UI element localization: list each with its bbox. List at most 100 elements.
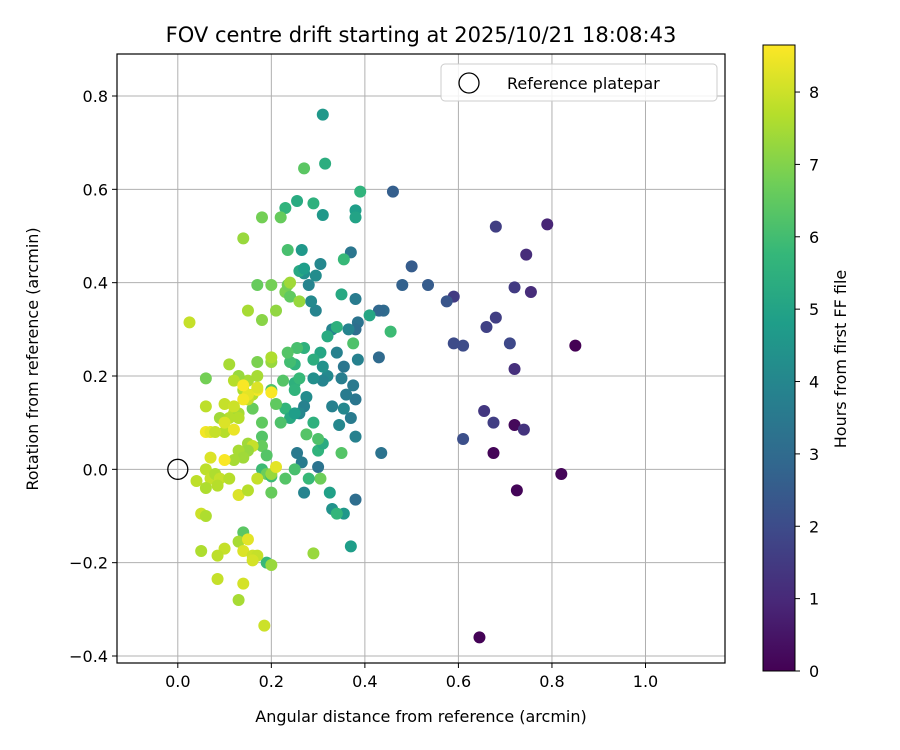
- data-point: [265, 279, 278, 291]
- data-point: [309, 269, 322, 282]
- data-point: [255, 211, 268, 224]
- data-point: [422, 279, 435, 291]
- data-point: [284, 276, 297, 289]
- data-point: [218, 426, 231, 438]
- data-point: [344, 540, 357, 553]
- data-point: [218, 398, 231, 410]
- data-point: [265, 386, 278, 399]
- data-point: [241, 484, 254, 497]
- data-point: [508, 419, 521, 431]
- scatter-points: [183, 108, 582, 644]
- x-tick-label: 0.6: [446, 672, 471, 691]
- chart-title: FOV centre drift starting at 2025/10/21 …: [166, 23, 677, 47]
- colorbar-tick-label: 1: [809, 590, 819, 609]
- data-point: [447, 337, 460, 350]
- data-point: [227, 374, 240, 387]
- data-point: [541, 218, 554, 231]
- data-point: [260, 449, 273, 462]
- data-point: [384, 325, 397, 338]
- data-point: [291, 342, 304, 354]
- data-point: [298, 486, 311, 499]
- data-point: [307, 197, 320, 210]
- data-point: [227, 454, 240, 466]
- data-point: [237, 577, 250, 590]
- x-tick-label: 0.4: [352, 672, 377, 691]
- data-point: [251, 356, 264, 368]
- data-point: [349, 393, 362, 406]
- data-point: [237, 379, 250, 392]
- data-point: [284, 290, 297, 303]
- data-point: [487, 447, 500, 459]
- data-point: [457, 433, 470, 445]
- data-point: [314, 472, 327, 485]
- data-point: [440, 295, 453, 308]
- data-point: [347, 337, 360, 350]
- data-point: [211, 549, 224, 562]
- colorbar-tick-label: 8: [809, 83, 819, 102]
- data-point: [211, 573, 224, 585]
- data-point: [349, 430, 362, 443]
- data-point: [569, 339, 582, 352]
- data-point: [335, 372, 348, 385]
- legend-label: Reference platepar: [507, 74, 660, 93]
- reference-marker: [167, 458, 189, 480]
- data-point: [255, 416, 268, 429]
- legend-box: [440, 63, 718, 102]
- data-point: [457, 339, 470, 352]
- data-point: [330, 507, 343, 520]
- data-point: [510, 484, 523, 497]
- data-point: [347, 379, 360, 392]
- data-point: [405, 260, 418, 273]
- y-tick-label: 0.0: [83, 460, 108, 479]
- data-point: [386, 185, 399, 198]
- data-point: [190, 475, 203, 487]
- data-point: [319, 157, 332, 170]
- data-point: [517, 423, 530, 436]
- data-point: [309, 304, 322, 317]
- colorbar-tick-label: 2: [809, 517, 819, 536]
- data-point: [473, 631, 486, 644]
- data-point: [503, 337, 516, 350]
- data-point: [307, 353, 320, 366]
- colorbar-label: Hours from first FF file: [831, 270, 850, 449]
- data-point: [508, 363, 521, 375]
- data-point: [211, 479, 224, 492]
- colorbar: 0 1 2 3 4 5 6 7 8 Hours from first FF file: [762, 44, 850, 681]
- data-point: [251, 472, 264, 485]
- data-point: [251, 381, 264, 394]
- colorbar-tick-label: 3: [809, 445, 819, 464]
- data-point: [321, 330, 334, 343]
- data-point: [291, 447, 304, 459]
- data-point: [489, 220, 502, 233]
- data-point: [265, 486, 278, 499]
- x-tick-label: 0.0: [165, 672, 190, 691]
- data-point: [375, 447, 388, 459]
- data-point: [237, 545, 250, 557]
- data-point: [396, 279, 409, 291]
- data-point: [251, 370, 264, 382]
- data-point: [316, 374, 329, 387]
- data-point: [183, 316, 196, 329]
- plot-frame: [116, 53, 726, 664]
- data-point: [270, 398, 283, 410]
- x-tick-label: 1.0: [633, 672, 658, 691]
- data-point: [279, 472, 292, 485]
- data-point: [199, 463, 212, 476]
- data-point: [300, 428, 313, 441]
- data-point: [298, 162, 311, 175]
- data-point: [354, 185, 367, 198]
- data-point: [316, 209, 329, 221]
- data-point: [279, 402, 292, 415]
- data-point: [291, 195, 304, 207]
- data-point: [524, 286, 537, 298]
- data-point: [227, 423, 240, 436]
- data-point: [316, 360, 329, 373]
- data-point: [251, 279, 264, 291]
- data-point: [218, 454, 231, 466]
- data-point: [204, 451, 217, 464]
- data-point: [316, 108, 329, 121]
- data-point: [237, 451, 250, 464]
- data-point: [218, 416, 231, 429]
- data-point: [258, 619, 271, 632]
- data-point: [307, 416, 320, 429]
